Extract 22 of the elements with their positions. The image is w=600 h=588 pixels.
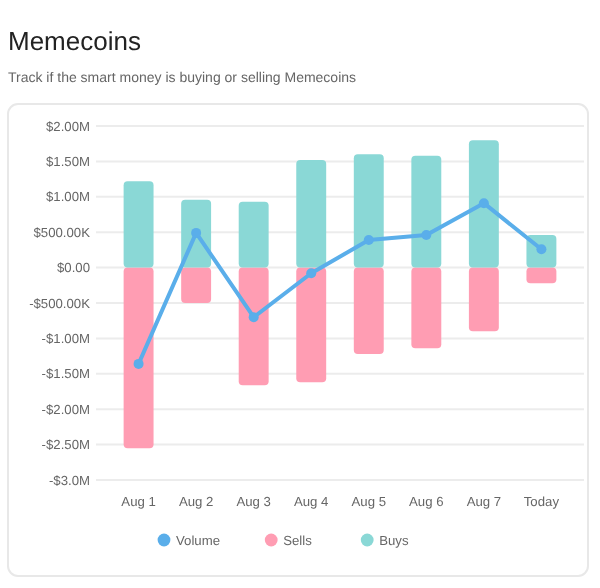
chart-title: Memecoins xyxy=(8,26,142,56)
bar xyxy=(468,140,499,268)
bar xyxy=(526,267,557,284)
bar xyxy=(411,267,442,349)
bar xyxy=(296,267,327,383)
point xyxy=(133,358,144,369)
bar xyxy=(123,181,154,268)
bar xyxy=(468,267,499,332)
bar xyxy=(411,155,442,268)
bar xyxy=(123,267,154,449)
point xyxy=(421,230,432,241)
point xyxy=(306,268,317,279)
point xyxy=(248,312,259,323)
bar xyxy=(238,267,269,386)
bar xyxy=(181,267,212,303)
point xyxy=(191,227,202,238)
point xyxy=(363,234,374,245)
bar xyxy=(296,159,327,268)
point xyxy=(478,198,489,209)
bar xyxy=(238,201,269,268)
bar xyxy=(353,267,384,354)
bar xyxy=(353,154,384,268)
